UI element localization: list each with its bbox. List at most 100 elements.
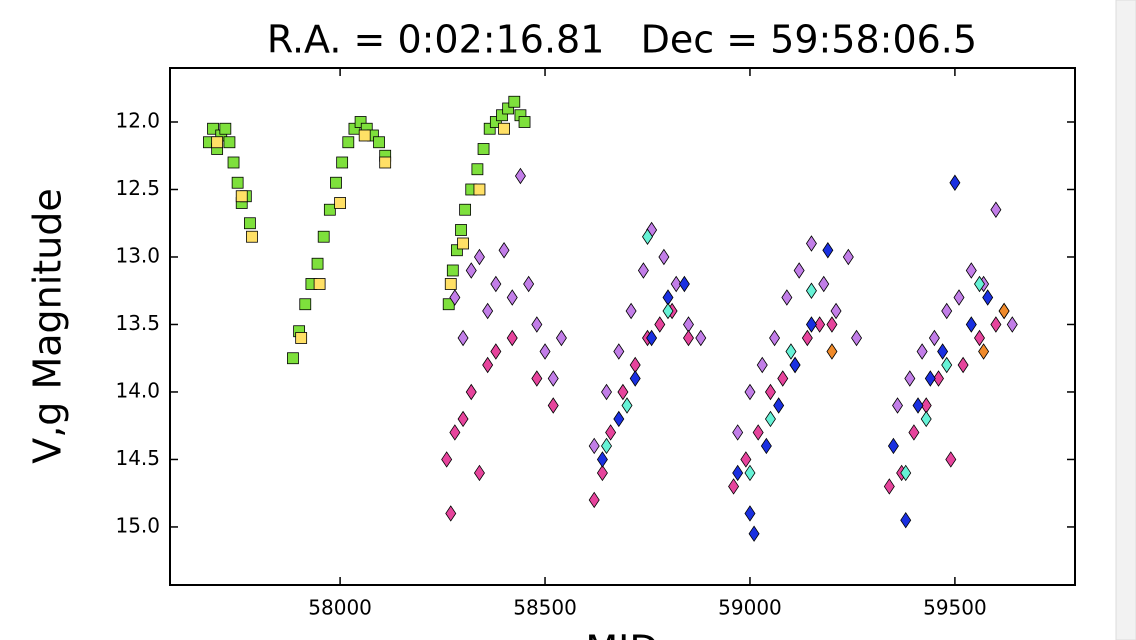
point	[465, 383, 477, 401]
point	[482, 302, 494, 320]
point	[295, 332, 308, 344]
point	[483, 122, 496, 135]
point	[924, 370, 936, 387]
point	[621, 397, 633, 414]
point	[941, 356, 953, 374]
point	[637, 262, 649, 279]
point	[596, 464, 608, 482]
point	[502, 102, 515, 115]
point	[883, 478, 895, 495]
scrollbar	[1115, 0, 1136, 640]
plot-area	[203, 95, 1018, 542]
point	[953, 289, 965, 306]
y-tick-label: 12.5	[115, 176, 160, 200]
point	[446, 264, 459, 277]
point	[744, 383, 756, 401]
y-tick-label: 15.0	[115, 513, 160, 537]
point	[588, 437, 600, 455]
point	[588, 491, 600, 509]
point	[444, 278, 457, 290]
y-tick-label: 12.0	[115, 108, 160, 132]
point	[555, 329, 567, 347]
point	[506, 289, 518, 306]
point	[457, 329, 469, 347]
y-axis-label: V,g Magnitude	[26, 188, 70, 464]
point	[459, 203, 472, 216]
point	[613, 343, 625, 360]
point	[801, 329, 813, 347]
point	[781, 289, 793, 306]
point	[777, 370, 789, 387]
point	[822, 242, 834, 259]
point	[625, 302, 637, 320]
y-tick-label: 13.5	[115, 311, 160, 335]
point	[769, 329, 781, 347]
point	[756, 356, 768, 374]
point	[373, 136, 385, 149]
point	[785, 343, 797, 360]
point	[547, 370, 559, 387]
point	[678, 275, 690, 293]
point	[744, 464, 756, 482]
point	[974, 275, 985, 293]
point	[916, 343, 928, 360]
point	[235, 190, 248, 203]
point	[613, 410, 625, 428]
point	[904, 370, 916, 387]
point	[793, 262, 805, 279]
point	[207, 122, 219, 135]
point	[211, 136, 224, 149]
point	[978, 343, 990, 360]
point	[457, 237, 469, 250]
point	[531, 370, 543, 387]
point	[818, 275, 830, 293]
point	[445, 505, 457, 522]
point	[965, 316, 977, 333]
point	[670, 275, 682, 293]
point	[473, 183, 486, 196]
x-tick-label: 58500	[513, 596, 577, 620]
point	[348, 122, 361, 135]
point	[506, 329, 518, 347]
point	[514, 167, 526, 185]
point	[826, 343, 838, 360]
point	[826, 316, 838, 333]
point	[489, 116, 502, 128]
point	[334, 197, 346, 209]
point	[998, 302, 1010, 320]
point	[965, 262, 977, 279]
point	[805, 235, 817, 252]
point	[990, 201, 1002, 218]
point	[358, 129, 371, 142]
point	[629, 356, 641, 374]
point	[342, 136, 355, 149]
point	[728, 478, 740, 495]
y-tick-label: 13.0	[115, 243, 160, 267]
point	[449, 424, 461, 441]
point	[683, 316, 694, 333]
point	[498, 122, 510, 135]
point	[531, 316, 543, 333]
chart-title: R.A. = 0:02:16.81 Dec = 59:58:06.5	[267, 18, 977, 62]
point	[523, 275, 535, 293]
point	[473, 464, 485, 482]
point	[244, 217, 256, 230]
point	[379, 156, 392, 169]
point	[449, 289, 461, 306]
point	[498, 242, 510, 259]
point	[596, 451, 608, 468]
point	[471, 163, 484, 176]
point	[732, 464, 744, 482]
point	[223, 136, 236, 149]
point	[933, 370, 944, 387]
point	[451, 244, 463, 257]
point	[654, 316, 666, 333]
point	[518, 116, 531, 128]
y-tick-label: 14.0	[115, 378, 160, 402]
point	[662, 289, 674, 306]
point	[336, 156, 349, 169]
point	[473, 248, 485, 266]
point	[908, 424, 920, 441]
point	[752, 424, 764, 441]
